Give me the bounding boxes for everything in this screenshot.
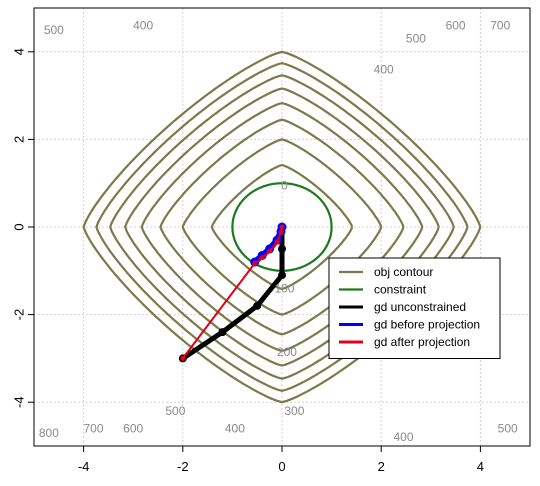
x-tick-label: 4 <box>477 459 484 474</box>
gd-after-projection-line-point <box>259 255 265 261</box>
y-tick-label: -2 <box>11 309 26 321</box>
path-layer <box>178 222 287 363</box>
contour-label: 0 <box>281 178 288 192</box>
legend-label: gd before projection <box>374 318 480 332</box>
legend: obj contour constraint gd unconstrained gd … <box>328 257 501 359</box>
y-tick-label: 0 <box>11 223 26 230</box>
contour-label: 700 <box>490 19 510 33</box>
contour-label: 500 <box>165 404 185 418</box>
contour-label: 100 <box>274 281 294 295</box>
gd-unconstrained-line-point <box>218 328 227 337</box>
gd-after-projection-line-point <box>180 355 186 361</box>
gd-after-projection-line-point <box>267 248 273 254</box>
contour-label: 500 <box>406 32 426 46</box>
legend-label: constraint <box>374 283 427 297</box>
gd-unconstrained-line-point <box>278 271 286 280</box>
contour-label: 500 <box>498 421 518 435</box>
x-tick-label: 2 <box>378 459 385 474</box>
contour-label: 600 <box>123 421 143 435</box>
y-tick-label: -4 <box>11 396 26 408</box>
legend-label: gd unconstrained <box>374 300 466 314</box>
contour-label: 400 <box>225 421 245 435</box>
contour-label: 300 <box>284 404 304 418</box>
legend-label: obj contour <box>374 265 433 279</box>
contour-line-100 <box>210 163 354 291</box>
gd-after-projection-line-point <box>274 239 280 245</box>
x-tick-label: -4 <box>78 459 90 474</box>
y-tick-label: 2 <box>11 136 26 143</box>
contour-label: 600 <box>446 19 466 33</box>
gd-unconstrained-line-point <box>278 244 286 253</box>
x-tick-label: 0 <box>278 459 285 474</box>
contour-label: 400 <box>374 62 394 76</box>
contour-label: 500 <box>44 23 64 37</box>
contour-line-200 <box>181 138 383 316</box>
contour-label: 700 <box>84 421 104 435</box>
contour-label: 800 <box>39 426 59 440</box>
gd-after-projection-line-point <box>279 224 285 230</box>
gd-after-projection-line-point <box>252 260 258 266</box>
y-tick-label: 4 <box>11 48 26 55</box>
contour-label: 200 <box>277 345 297 359</box>
contour-label: 400 <box>133 19 153 33</box>
legend-label: gd after projection <box>374 335 470 349</box>
contour-label-layer: 0 500 400 500 600 700 400 100 200 300 800 700 600 500… <box>39 19 518 445</box>
contour-label: 400 <box>394 430 414 444</box>
x-tick-label: -2 <box>177 459 189 474</box>
gd-after-projection-line-point <box>278 229 284 235</box>
axis-layer: -4 -2 0 2 4 -4 -2 0 2 4 <box>11 48 484 474</box>
gd-unconstrained-line-point <box>253 301 262 310</box>
